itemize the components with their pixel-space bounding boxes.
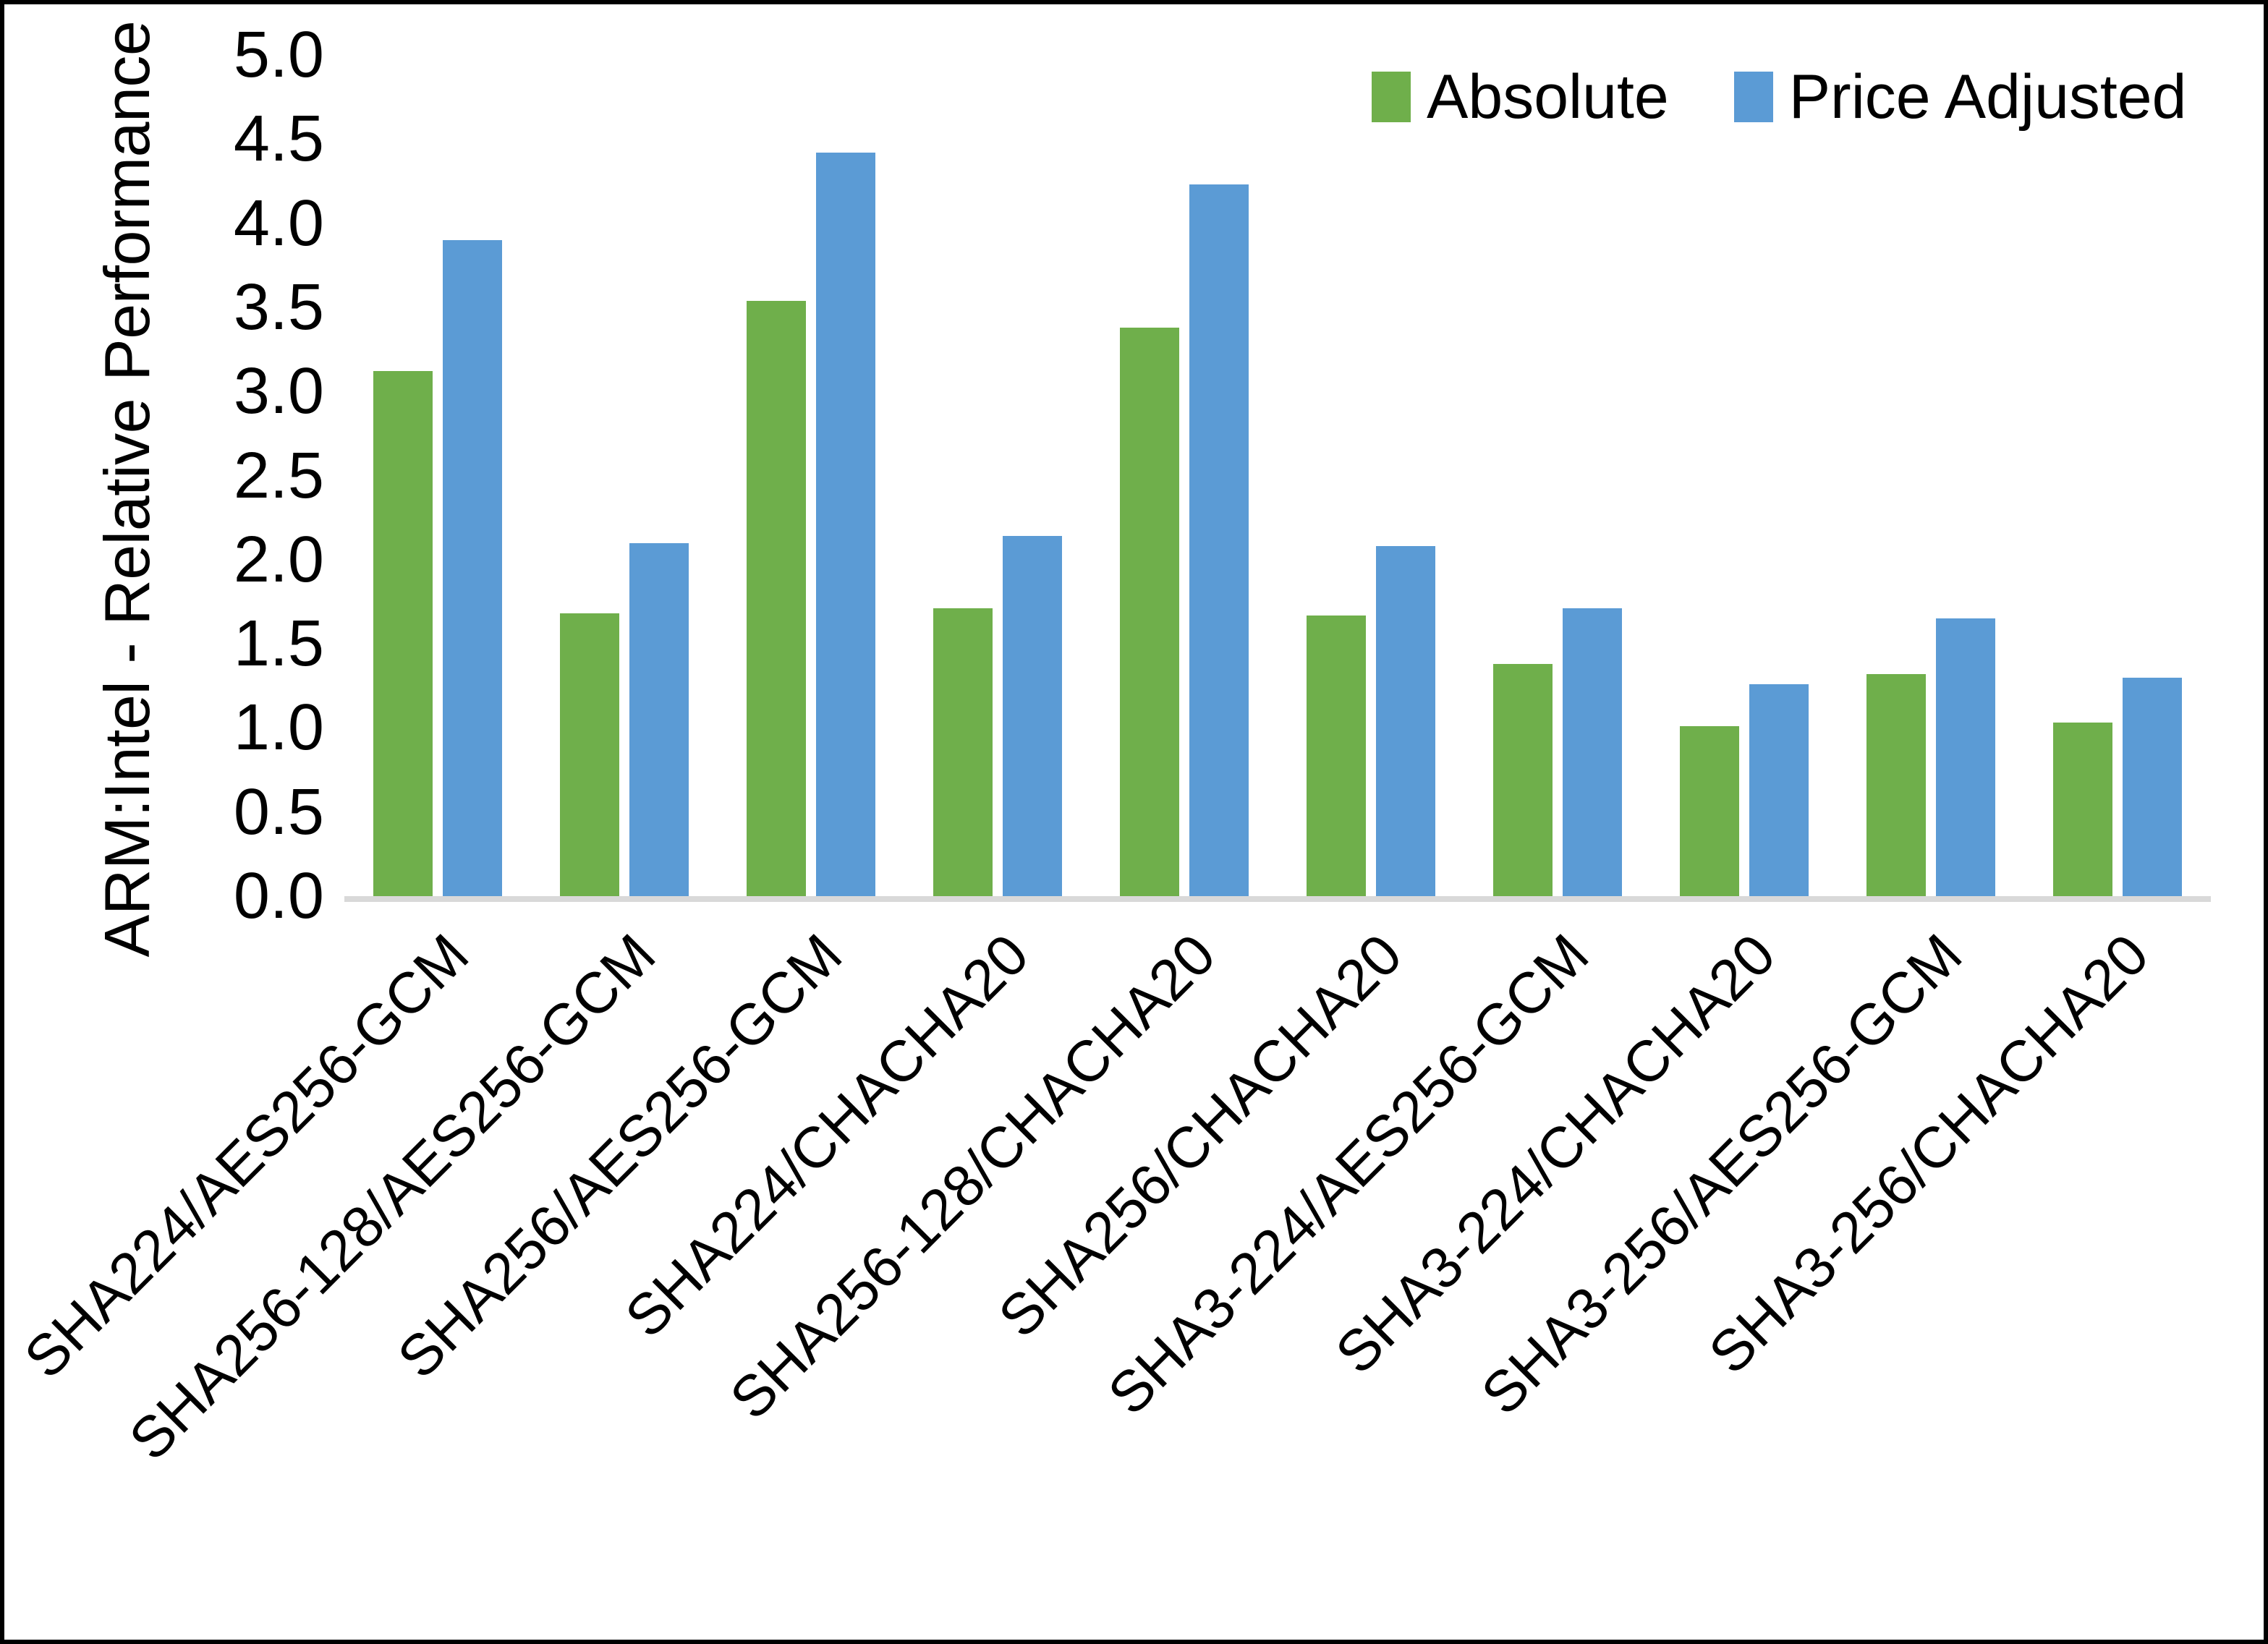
y-axis-tick-label: 4.0 <box>233 187 324 260</box>
bar-group <box>718 55 904 896</box>
legend-item[interactable]: Price Adjusted <box>1733 62 2187 132</box>
bar-price-adjusted[interactable] <box>2123 677 2182 896</box>
x-axis-tick-labels: SHA224/AES256-GCM SHA256-128/AES256-GCM SH… <box>12 908 2211 1472</box>
bar-series-container <box>344 55 2211 896</box>
y-axis-tick-label: 5.0 <box>233 19 324 91</box>
x-axis-label-slot: SHA3-224/AES256-GCM <box>1095 908 1651 1426</box>
bar-group <box>904 55 1091 896</box>
y-axis-tick-label: 0.0 <box>233 860 324 932</box>
y-axis-tick-labels: 5.0 4.5 4.0 3.5 3.0 2.5 2.0 1.5 1.0 0.5 0.0 <box>185 4 337 929</box>
x-axis-label-slot: SHA224/CHACHA20 <box>613 908 1091 1349</box>
x-axis-label-slot: SHA256-128/CHACHA20 <box>718 908 1278 1431</box>
bar-absolute[interactable] <box>933 608 993 896</box>
x-axis-label-slot: SHA3-256/AES256-GCM <box>1469 908 2024 1426</box>
y-axis-tick-label: 2.0 <box>233 523 324 596</box>
bar-absolute[interactable] <box>2053 723 2112 896</box>
y-axis-tick-label: 0.5 <box>233 775 324 848</box>
bar-group <box>344 55 531 896</box>
bar-price-adjusted[interactable] <box>1003 536 1062 896</box>
plot-area <box>344 55 2211 902</box>
bar-price-adjusted[interactable] <box>1189 184 1249 896</box>
x-axis-label-slot: SHA224/AES256-GCM <box>12 908 531 1390</box>
x-axis-line <box>344 896 2211 902</box>
bar-absolute[interactable] <box>1493 664 1553 896</box>
bar-absolute[interactable] <box>747 300 806 896</box>
bar-group <box>1091 55 1278 896</box>
x-axis-label-slot: SHA3-224/CHACHA20 <box>1323 908 1838 1385</box>
bar-absolute[interactable] <box>560 613 619 896</box>
bar-absolute[interactable] <box>1680 726 1739 896</box>
bar-group <box>1278 55 1464 896</box>
x-axis-label-slot: SHA256/AES256-GCM <box>386 908 904 1390</box>
bar-absolute[interactable] <box>1120 327 1179 896</box>
y-axis-tick-label: 3.0 <box>233 355 324 428</box>
bar-group <box>2024 55 2211 896</box>
legend-label: Absolute <box>1427 62 1669 132</box>
bar-absolute[interactable] <box>1866 673 1926 896</box>
y-axis-title: ARM:Intel - Relative Performance <box>91 20 163 958</box>
bar-price-adjusted[interactable] <box>629 542 689 896</box>
bar-price-adjusted[interactable] <box>1563 608 1622 896</box>
bar-price-adjusted[interactable] <box>1749 683 1809 896</box>
legend-item[interactable]: Absolute <box>1372 66 1669 128</box>
bar-group <box>1651 55 1838 896</box>
legend-swatch-icon <box>1733 72 1773 122</box>
bar-price-adjusted[interactable] <box>816 152 875 896</box>
y-axis-tick-label: 1.0 <box>233 691 324 764</box>
x-axis-label-slot: SHA256-128/AES256-GCM <box>116 908 718 1472</box>
bar-group <box>531 55 718 896</box>
bar-price-adjusted[interactable] <box>443 239 502 896</box>
x-axis-label-slot: SHA3-256/CHACHA20 <box>1696 908 2211 1385</box>
bar-price-adjusted[interactable] <box>1936 618 1995 896</box>
chart-legend: Absolute Price Adjusted <box>1372 66 2186 128</box>
bar-absolute[interactable] <box>373 371 433 896</box>
bar-absolute[interactable] <box>1307 615 1366 896</box>
y-axis-tick-label: 2.5 <box>233 439 324 512</box>
legend-swatch-icon <box>1372 72 1411 122</box>
bar-group <box>1464 55 1651 896</box>
bar-group <box>1838 55 2024 896</box>
legend-label: Price Adjusted <box>1788 62 2187 132</box>
y-axis-tick-label: 1.5 <box>233 608 324 681</box>
bar-price-adjusted[interactable] <box>1376 546 1435 896</box>
y-axis-tick-label: 3.5 <box>233 271 324 344</box>
x-axis-label-slot: SHA256/CHACHA20 <box>986 908 1464 1349</box>
y-axis-tick-label: 4.5 <box>233 103 324 176</box>
